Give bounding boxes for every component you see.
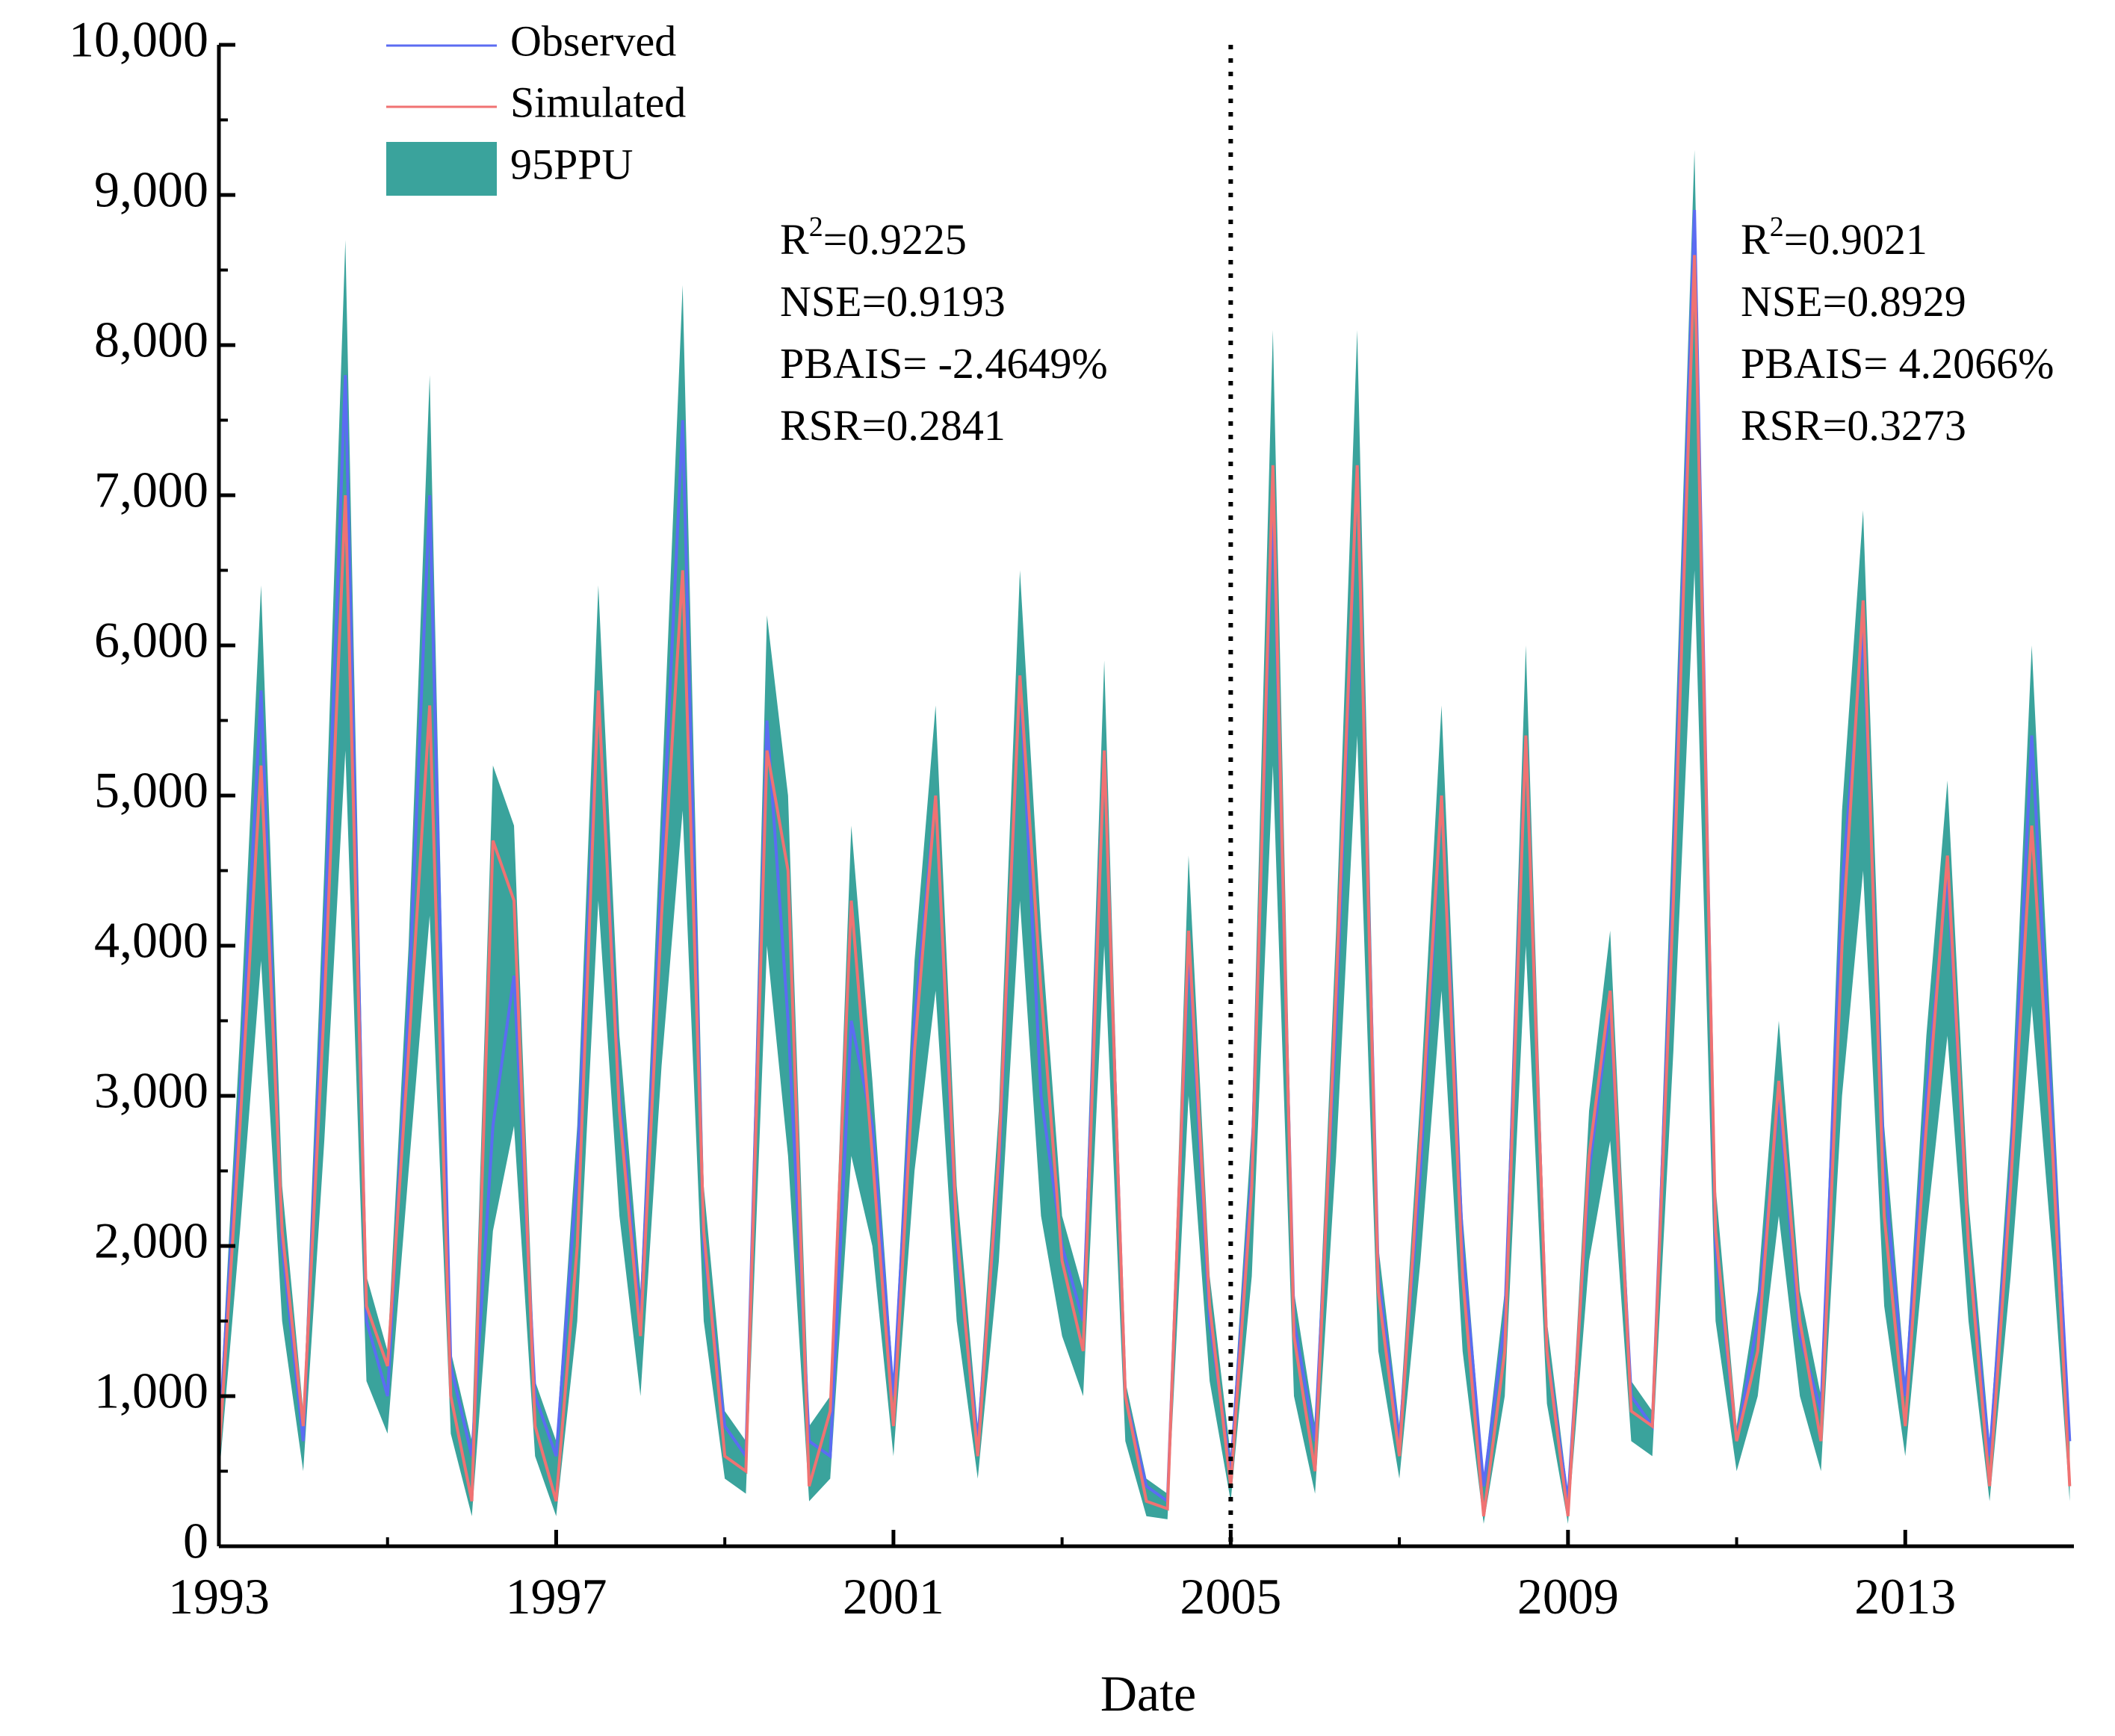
- x-tick-label: 2013: [1854, 1568, 1956, 1625]
- y-tick-label: 2,000: [94, 1212, 208, 1269]
- annotation-superscript: 2: [1770, 211, 1784, 243]
- annotation-text: =0.9225: [823, 215, 967, 264]
- y-tick-label: 4,000: [94, 912, 208, 969]
- annotation-text: R: [780, 215, 809, 264]
- annotation-text: R: [1741, 215, 1770, 264]
- annotation: R2=0.9021: [1741, 211, 1927, 264]
- annotation-text: =0.9021: [1784, 215, 1927, 264]
- annotation: PBAIS= -2.4649%: [780, 339, 1108, 388]
- y-tick-label: 10,000: [69, 11, 208, 68]
- y-tick-label: 8,000: [94, 311, 208, 368]
- y-tick-label: 5,000: [94, 762, 208, 819]
- annotation-superscript: 2: [809, 211, 823, 243]
- x-tick-label: 1993: [168, 1568, 270, 1625]
- ppu-band: [219, 149, 2070, 1524]
- x-tick-label: 2001: [843, 1568, 944, 1625]
- x-tick-label: 1997: [505, 1568, 607, 1625]
- y-tick-label: 9,000: [94, 161, 208, 218]
- legend-label: 95PPU: [510, 140, 633, 188]
- x-axis-label: Date: [1100, 1665, 1196, 1722]
- y-tick-label: 6,000: [94, 612, 208, 669]
- y-tick-label: 7,000: [94, 462, 208, 518]
- y-tick-label: 1,000: [94, 1363, 208, 1419]
- series-line: [217, 255, 2072, 1517]
- legend-label: Observed: [510, 16, 676, 65]
- annotation: PBAIS= 4.2066%: [1741, 339, 2054, 388]
- legend-label: Simulated: [510, 78, 686, 126]
- annotation: NSE=0.9193: [780, 277, 1006, 326]
- annotation: R2=0.9225: [780, 211, 967, 264]
- annotation: RSR=0.2841: [780, 401, 1006, 450]
- y-tick-label: 3,000: [94, 1062, 208, 1119]
- annotation: NSE=0.8929: [1741, 277, 1966, 326]
- y-tick-label: 0: [183, 1513, 208, 1569]
- x-tick-label: 2005: [1180, 1568, 1281, 1625]
- x-tick-label: 2009: [1517, 1568, 1619, 1625]
- legend-swatch: [386, 142, 497, 196]
- annotation: RSR=0.3273: [1741, 401, 1966, 450]
